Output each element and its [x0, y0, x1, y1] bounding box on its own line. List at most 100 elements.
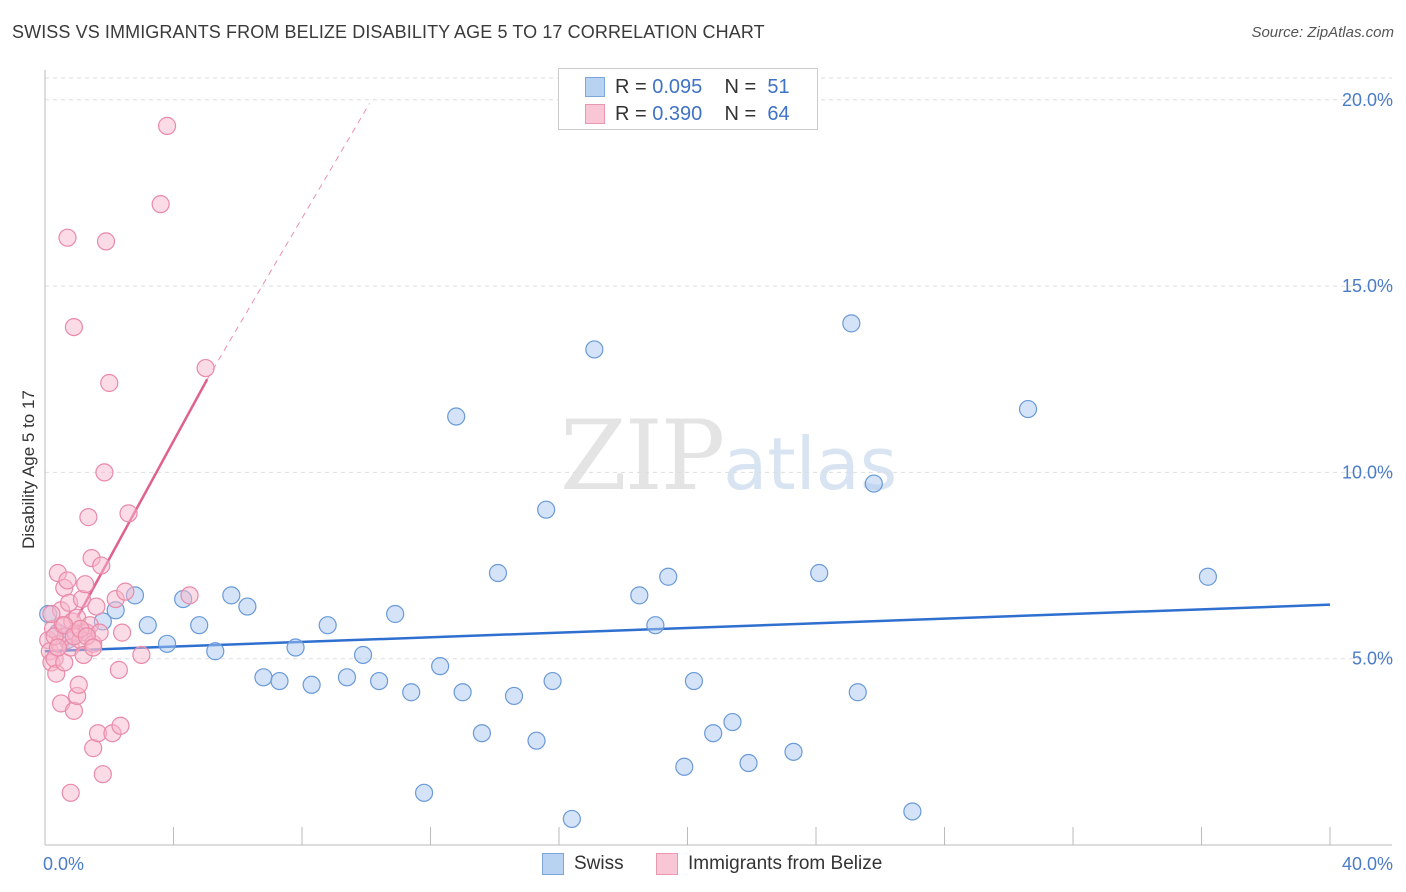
- axes: [44, 70, 1392, 846]
- swiss-point-29: [488, 563, 508, 583]
- swiss-point-43: [739, 753, 758, 773]
- belize-point-14: [58, 571, 77, 590]
- belize-point-36: [87, 597, 106, 616]
- legend-swiss-r-value: 0.095: [652, 75, 703, 98]
- belize-trend-line: [76, 378, 209, 619]
- belize-point-18: [61, 783, 80, 802]
- swiss-point-31: [527, 731, 546, 750]
- belize-point-49: [116, 582, 135, 601]
- swiss-point-14: [254, 668, 273, 687]
- belize-point-15: [58, 228, 77, 247]
- belize-point-41: [95, 463, 114, 482]
- swiss-point-10: [190, 616, 209, 635]
- swiss-point-45: [810, 563, 829, 583]
- swiss-trend-line: [44, 603, 1331, 653]
- belize-point-29: [76, 575, 95, 594]
- swiss-point-8: [157, 634, 177, 653]
- swiss-point-46: [842, 314, 861, 333]
- swiss-point-36: [630, 586, 649, 605]
- y-tick-label-10: 10.0%: [1342, 462, 1393, 482]
- watermark: ZIPatlas: [560, 400, 897, 512]
- belize-point-48: [112, 623, 132, 642]
- swiss-point-20: [353, 645, 373, 665]
- x-tick-label-max: 40.0%: [1342, 854, 1393, 874]
- belize-point-55: [196, 358, 215, 378]
- belize-point-47: [111, 716, 130, 735]
- swiss-point-39: [675, 757, 694, 776]
- bottom-legend-swatch-swiss: [542, 853, 564, 875]
- swiss-point-40: [684, 671, 704, 691]
- swiss-point-44: [784, 742, 803, 761]
- swiss-point-17: [302, 675, 321, 694]
- bottom-legend-belize: Immigrants from Belize: [656, 852, 882, 876]
- legend-swiss-n-label: N =: [724, 75, 757, 98]
- swiss-point-30: [504, 686, 524, 706]
- swiss-point-35: [585, 340, 604, 359]
- swiss-point-50: [1018, 399, 1038, 419]
- swiss-point-42: [723, 712, 742, 732]
- legend-swiss-n-value: 51: [767, 75, 790, 98]
- legend-swiss-r-label: R =: [615, 75, 647, 98]
- swiss-point-15: [270, 671, 289, 691]
- axis-labels: 5.0% 10.0% 15.0% 20.0% 0.0% 40.0% Disability A…: [19, 90, 1393, 874]
- belize-point-20: [64, 701, 84, 720]
- swiss-point-34: [562, 809, 581, 829]
- swiss-point-41: [704, 724, 723, 743]
- swiss-point-51: [1198, 567, 1218, 586]
- legend-belize-n-value: 64: [767, 102, 790, 125]
- belize-point-25: [69, 675, 88, 694]
- legend-belize-n-label: N =: [724, 102, 757, 125]
- belize-point-21: [64, 317, 84, 337]
- y-tick-label-5: 5.0%: [1352, 649, 1393, 669]
- swiss-point-22: [386, 604, 405, 624]
- swiss-point-11: [206, 642, 225, 661]
- legend-belize-r-value: 0.390: [652, 102, 703, 125]
- correlation-legend: R = 0.095 N = 51 R = 0.390 N = 64: [558, 68, 818, 130]
- watermark-atlas: atlas: [723, 422, 898, 506]
- bottom-legend-swatch-belize: [656, 853, 678, 875]
- swiss-point-19: [337, 668, 357, 687]
- belize-point-43: [100, 373, 119, 393]
- swiss-point-18: [318, 616, 337, 635]
- swiss-point-28: [472, 724, 491, 743]
- legend-swatch-belize: [585, 104, 605, 124]
- swiss-point-23: [402, 683, 421, 702]
- swiss-point-47: [848, 683, 867, 702]
- belize-point-54: [180, 586, 199, 605]
- swiss-point-13: [238, 597, 257, 616]
- y-axis-label: Disability Age 5 to 17: [19, 390, 38, 549]
- swiss-point-49: [903, 802, 922, 821]
- belize-point-61: [84, 638, 103, 657]
- swiss-point-32: [537, 500, 556, 519]
- y-tick-label-15: 15.0%: [1342, 276, 1393, 296]
- belize-point-42: [96, 232, 116, 251]
- bottom-legend-swiss: Swiss: [542, 852, 624, 876]
- swiss-point-38: [659, 567, 678, 586]
- belize-point-40: [93, 765, 112, 784]
- belize-trend-extension: [206, 103, 370, 380]
- swiss-point-12: [222, 586, 241, 605]
- swiss-point-24: [414, 783, 434, 802]
- swiss-point-21: [370, 671, 389, 691]
- belize-point-52: [151, 195, 170, 214]
- swiss-point-16: [286, 638, 305, 657]
- swiss-point-27: [453, 683, 472, 702]
- source-credit: Source: ZipAtlas.com: [1251, 24, 1394, 41]
- belize-point-62: [42, 604, 61, 624]
- gridlines: [45, 77, 1392, 660]
- belize-point-53: [157, 116, 177, 135]
- swiss-point-25: [431, 657, 450, 676]
- belize-point-51: [132, 645, 151, 665]
- chart-title: SWISS VS IMMIGRANTS FROM BELIZE DISABILI…: [12, 22, 765, 42]
- bottom-legend-label-belize: Immigrants from Belize: [688, 853, 883, 874]
- x-tick-label-min: 0.0%: [43, 854, 84, 874]
- legend-belize-r-label: R =: [615, 102, 647, 125]
- belize-point-39: [92, 556, 111, 575]
- swiss-point-48: [864, 474, 883, 493]
- swiss-point-33: [543, 671, 562, 691]
- y-tick-label-20: 20.0%: [1342, 90, 1393, 110]
- legend-swatch-swiss: [585, 77, 605, 97]
- bottom-legend-label-swiss: Swiss: [574, 853, 624, 874]
- watermark-zip: ZIP: [560, 400, 725, 512]
